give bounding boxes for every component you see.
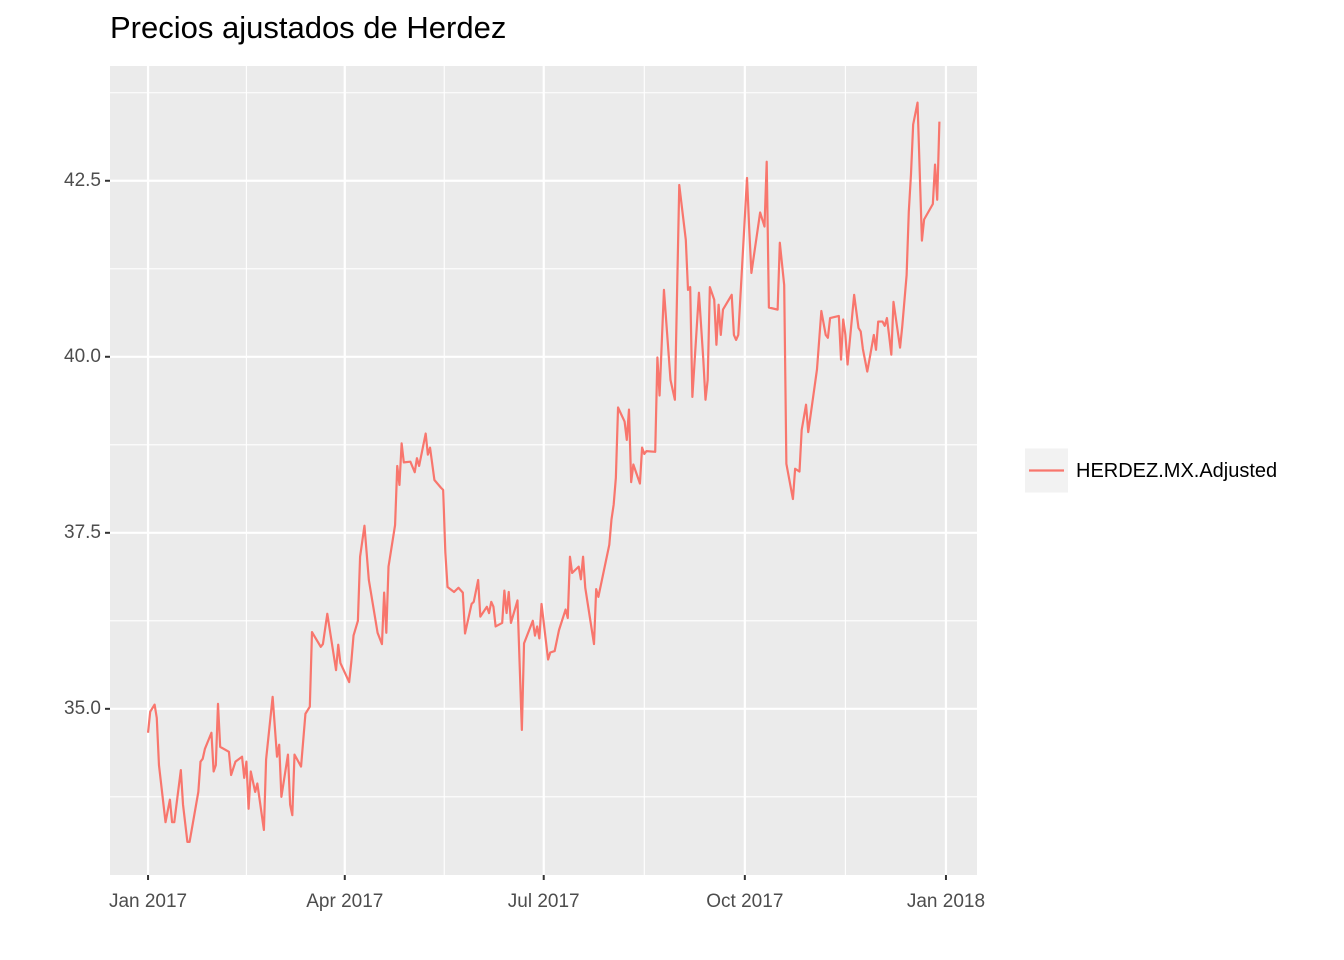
chart-title: Precios ajustados de Herdez [110,10,506,45]
data-line [146,101,941,844]
legend-label: HERDEZ.MX.Adjusted [1076,460,1277,482]
x-tick-label: Oct 2017 [706,891,783,912]
x-tick-label: Jul 2017 [508,891,580,912]
x-tick-label: Jan 2017 [109,891,187,912]
x-tick-label: Jan 2018 [907,891,985,912]
y-tick-label: 35.0 [64,698,101,719]
y-tick-label: 42.5 [64,170,101,191]
y-tick-label: 37.5 [64,522,101,543]
y-tick-label: 40.0 [64,346,101,367]
x-tick-label: Apr 2017 [306,891,383,912]
